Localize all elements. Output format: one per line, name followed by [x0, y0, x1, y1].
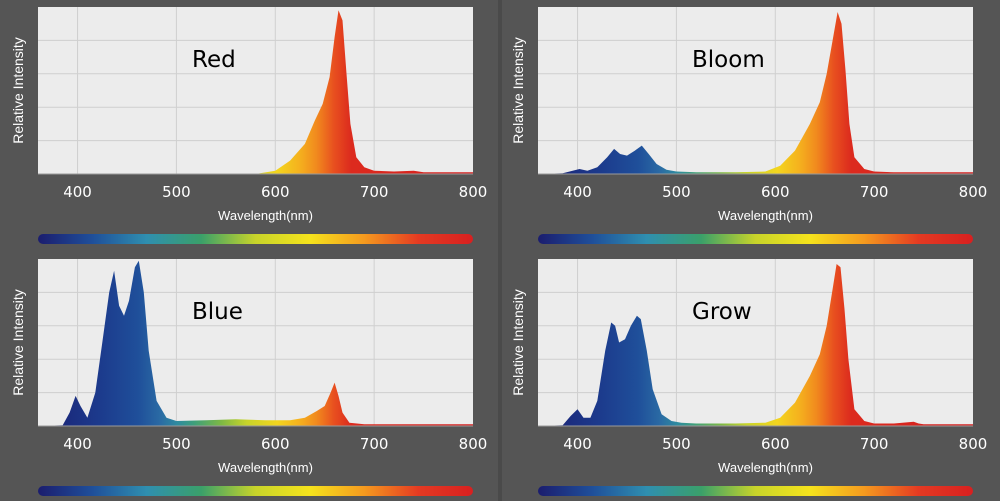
x-tick-label: 400	[63, 183, 92, 201]
y-axis-label: Relative Intensity	[10, 289, 26, 396]
y-axis-label: Relative Intensity	[10, 37, 26, 144]
x-tick-label: 800	[459, 183, 488, 201]
x-tick-label: 600	[761, 183, 790, 201]
x-tick-label: 500	[162, 435, 191, 453]
x-axis-label: Wavelength(nm)	[718, 208, 813, 223]
plot-area	[38, 7, 473, 174]
x-tick-label: 400	[563, 183, 592, 201]
x-tick-label: 400	[63, 435, 92, 453]
x-tick-label: 700	[360, 435, 389, 453]
x-axis-label: Wavelength(nm)	[218, 208, 313, 223]
chart-panel-bloom: 400 500 600 700 800 Wavelength(nm) Relative In…	[510, 7, 987, 244]
x-tick-label: 700	[860, 435, 889, 453]
x-tick-label: 700	[860, 183, 889, 201]
x-tick-label: 600	[761, 435, 790, 453]
spectrum-color-bar	[538, 486, 973, 496]
x-tick-label: 500	[162, 183, 191, 201]
x-tick-label: 600	[261, 183, 290, 201]
chart-title: Blue	[192, 299, 243, 325]
spectrum-area-blue	[38, 260, 473, 426]
chart-title: Red	[192, 47, 236, 73]
chart-title: Grow	[692, 299, 752, 325]
panel-divider	[498, 0, 502, 501]
x-tick-label: 600	[261, 435, 290, 453]
x-tick-label: 700	[360, 183, 389, 201]
x-tick-label: 500	[662, 435, 691, 453]
x-tick-label: 800	[959, 183, 988, 201]
x-tick-label: 500	[662, 183, 691, 201]
x-axis-label: Wavelength(nm)	[718, 460, 813, 475]
x-tick-label: 400	[563, 435, 592, 453]
x-axis-label: Wavelength(nm)	[218, 460, 313, 475]
spectrum-color-bar	[538, 234, 973, 244]
x-tick-label: 800	[959, 435, 988, 453]
chart-title: Bloom	[692, 47, 765, 73]
x-tick-label: 800	[459, 435, 488, 453]
plot-area	[538, 7, 973, 174]
spectrum-color-bar	[38, 486, 473, 496]
chart-panel-blue: 400 500 600 700 800 Wavelength(nm) Relative In…	[10, 259, 487, 496]
y-axis-label: Relative Intensity	[510, 37, 526, 144]
spectrum-area-grow	[538, 264, 973, 426]
chart-panel-grow: 400 500 600 700 800 Wavelength(nm) Relative In…	[510, 259, 987, 496]
y-axis-label: Relative Intensity	[510, 289, 526, 396]
chart-panel-red: 400 500 600 700 800 Wavelength(nm) Relative In…	[10, 7, 487, 244]
spectrum-color-bar	[38, 234, 473, 244]
